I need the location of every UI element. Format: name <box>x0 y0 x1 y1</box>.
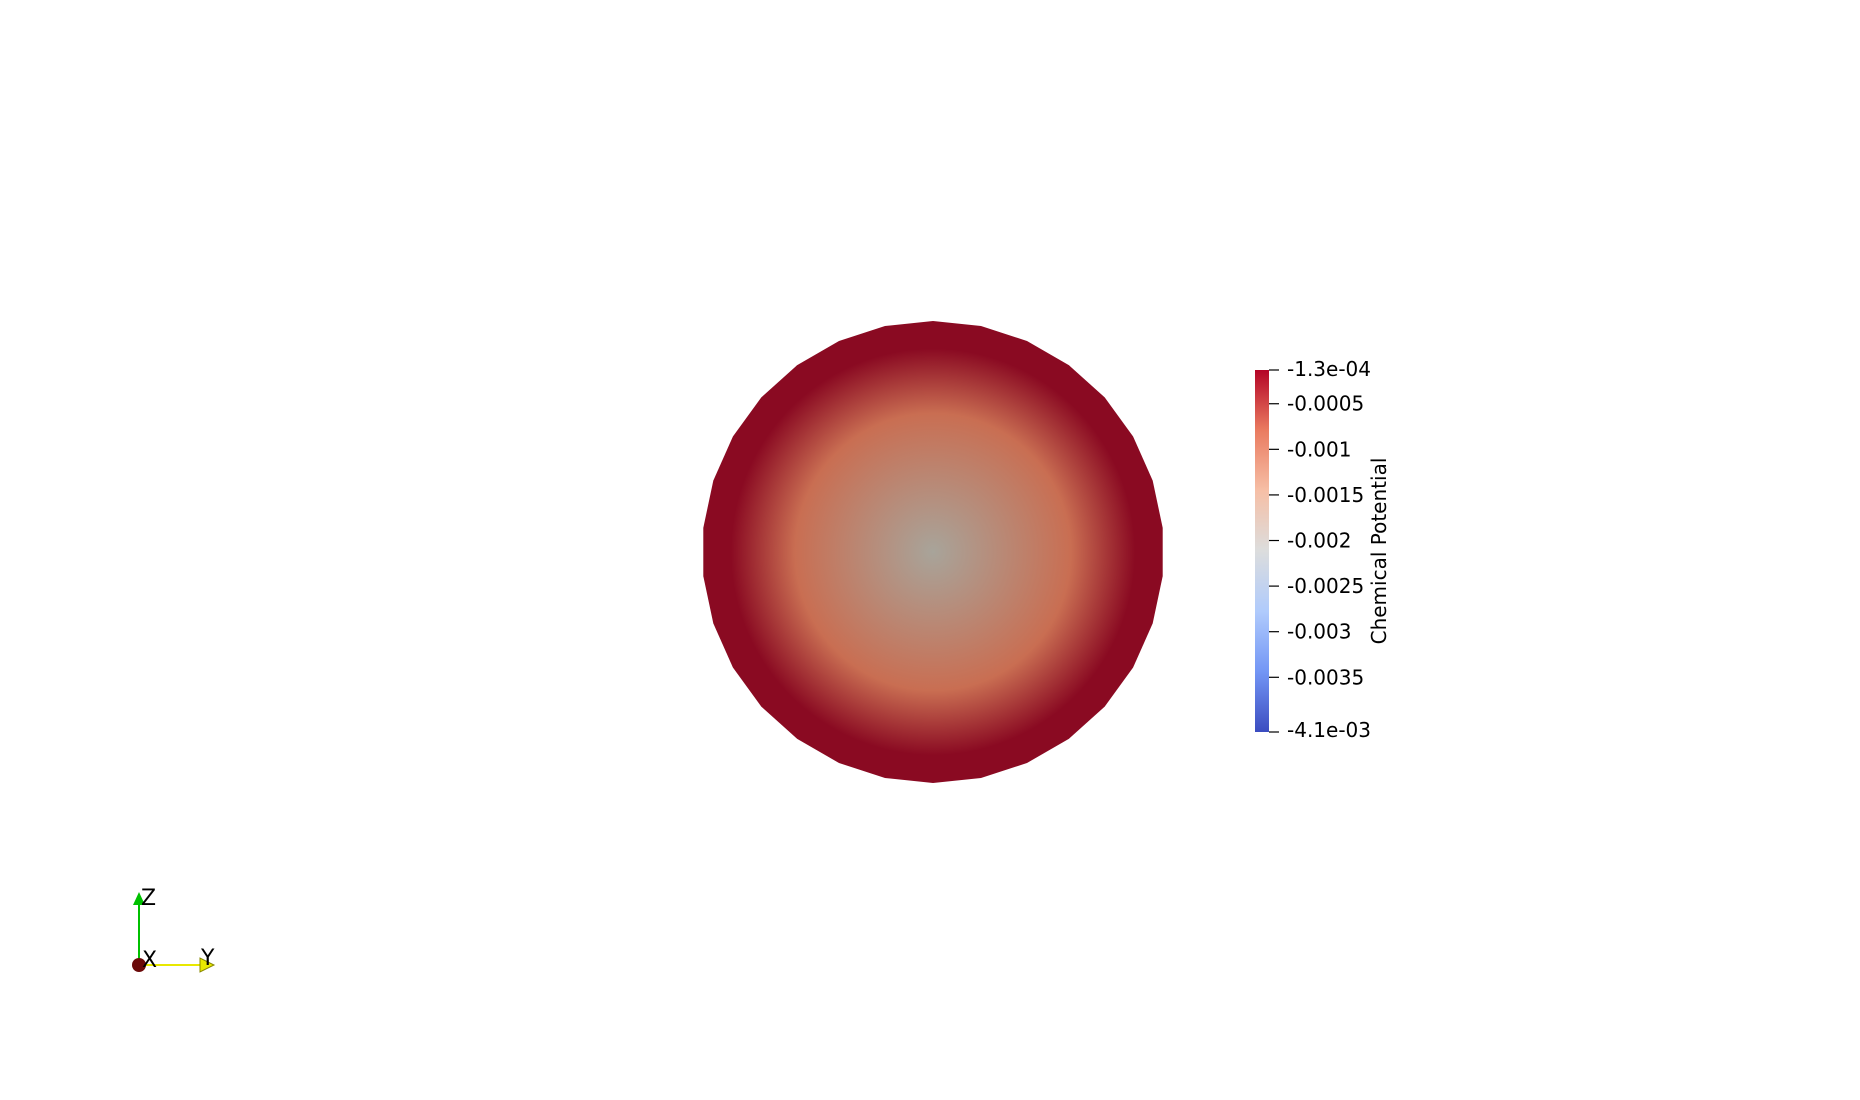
scalar-bar-tick-label: -0.003 <box>1287 620 1351 644</box>
scalar-bar-max-label: -1.3e-04 <box>1287 357 1371 381</box>
sphere-surface[interactable] <box>703 321 1163 783</box>
z-axis-label: Z <box>141 886 156 911</box>
z-axis-arrow-icon <box>133 892 145 905</box>
scalar-bar-min-label: -4.1e-03 <box>1287 718 1371 742</box>
y-axis-arrow-icon <box>199 957 216 973</box>
scalar-bar-colors <box>1255 370 1269 732</box>
scalar-bar-tick-label: -0.0005 <box>1287 392 1364 416</box>
scalar-bar-tick-label: -0.002 <box>1287 529 1351 553</box>
scalar-bar-title: Chemical Potential <box>1367 458 1391 645</box>
scalar-bar-tick-label: -0.0035 <box>1287 665 1364 689</box>
scalar-bar-tick-label: -0.001 <box>1287 437 1351 461</box>
scalar-bar-tick-label: -0.0025 <box>1287 574 1364 598</box>
scalar-bar: -0.0005 -0.001 -0.0015 -0.002 -0.0025 -0.003 -… <box>1255 357 1391 742</box>
scalar-bar-tick-label: -0.0015 <box>1287 483 1364 507</box>
y-axis-label: Y <box>200 946 215 971</box>
orientation-axes: Z X Y <box>132 886 216 973</box>
x-axis-label: X <box>142 948 157 973</box>
x-axis-dot-icon <box>132 958 146 972</box>
